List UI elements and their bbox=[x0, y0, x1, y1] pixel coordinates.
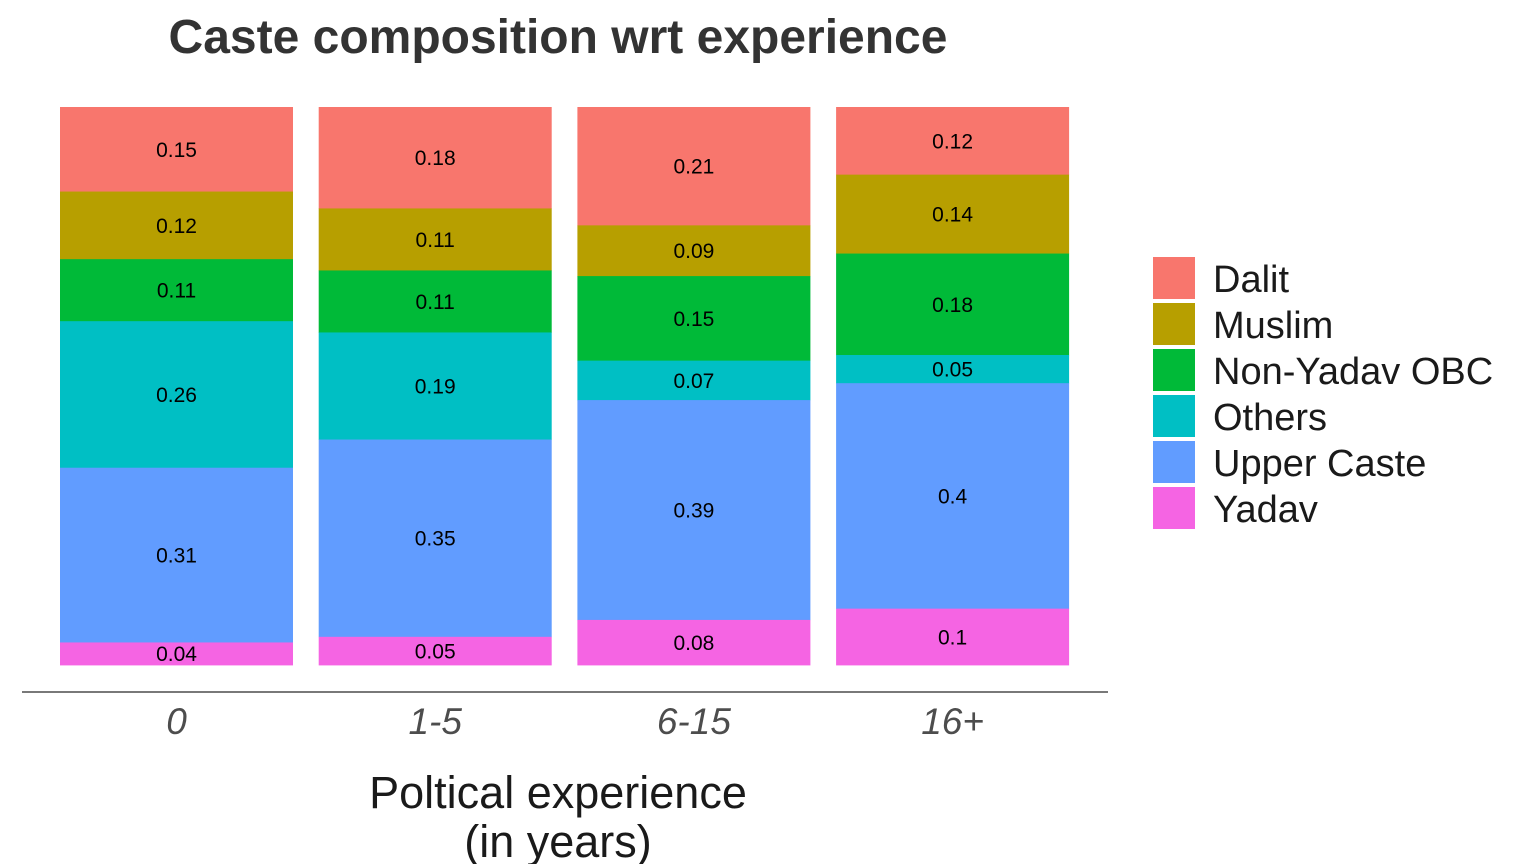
data-label: 0.21 bbox=[673, 156, 714, 179]
data-labels-layer: 0.15 0.12 0.11 0.26 0.31 0.04 0.18 0.11 0.11 0.19… bbox=[156, 130, 973, 666]
data-label: 0.18 bbox=[415, 147, 456, 170]
legend-swatch bbox=[1153, 303, 1195, 345]
legend-swatch bbox=[1153, 487, 1195, 529]
bar-segment bbox=[60, 321, 293, 469]
bar-segment bbox=[836, 253, 1070, 356]
data-label: 0.15 bbox=[673, 308, 714, 331]
x-axis-title: Poltical experience(in years) bbox=[369, 767, 747, 864]
data-label: 0.11 bbox=[157, 280, 196, 303]
legend-swatch bbox=[1153, 441, 1195, 483]
data-label: 0.26 bbox=[156, 384, 197, 407]
bar-segment bbox=[836, 608, 1070, 666]
x-axis-title-line: (in years) bbox=[464, 816, 652, 864]
data-label: 0.35 bbox=[415, 528, 456, 551]
bar-segment bbox=[318, 107, 552, 209]
data-label: 0.05 bbox=[932, 359, 973, 382]
legend-label: Dalit bbox=[1213, 259, 1289, 301]
bar-segment bbox=[60, 467, 293, 643]
bar-segment bbox=[318, 270, 552, 333]
bar-segment bbox=[318, 636, 552, 666]
bar-segment bbox=[577, 225, 811, 277]
chart-title: Caste composition wrt experience bbox=[169, 11, 948, 64]
bar-segment bbox=[60, 191, 293, 260]
data-label: 0.39 bbox=[673, 500, 714, 523]
data-label: 0.15 bbox=[156, 139, 197, 162]
bar-segment bbox=[60, 107, 293, 192]
data-label: 0.31 bbox=[156, 545, 197, 568]
bar-segment bbox=[577, 276, 811, 362]
bar-segment bbox=[577, 400, 811, 621]
data-label: 0.11 bbox=[416, 229, 455, 252]
data-label: 0.07 bbox=[673, 370, 714, 393]
bar-segment bbox=[577, 360, 811, 401]
x-tick-label: 16+ bbox=[921, 701, 984, 742]
bar-segment bbox=[60, 642, 293, 666]
data-label: 0.19 bbox=[415, 376, 456, 399]
legend-label: Yadav bbox=[1213, 489, 1318, 531]
x-tick-label: 6-15 bbox=[657, 701, 731, 742]
data-label: 0.14 bbox=[932, 204, 973, 227]
data-label: 0.11 bbox=[416, 291, 455, 314]
legend-label: Non-Yadav OBC bbox=[1213, 351, 1493, 393]
data-label: 0.09 bbox=[673, 240, 714, 263]
bar-segment bbox=[577, 107, 811, 226]
data-label: 0.08 bbox=[673, 632, 714, 655]
bar-segment bbox=[577, 619, 811, 666]
x-axis-title-line: Poltical experience bbox=[369, 767, 747, 818]
data-label: 0.1 bbox=[938, 626, 967, 649]
data-label: 0.18 bbox=[932, 294, 973, 317]
bar-segment bbox=[318, 208, 552, 271]
bar-segment bbox=[836, 383, 1070, 610]
bars-layer bbox=[60, 107, 1070, 666]
bar-segment bbox=[318, 439, 552, 638]
data-label: 0.4 bbox=[938, 485, 968, 508]
legend-swatch bbox=[1153, 395, 1195, 437]
bar-segment bbox=[318, 332, 552, 440]
bar-segment bbox=[60, 259, 293, 322]
data-label: 0.12 bbox=[932, 130, 973, 153]
legend-label: Upper Caste bbox=[1213, 443, 1426, 485]
legend-label: Muslim bbox=[1213, 305, 1333, 347]
x-tick-label: 0 bbox=[166, 701, 187, 742]
x-tick-labels: 0 1-5 6-15 16+ bbox=[166, 701, 984, 742]
data-label: 0.04 bbox=[156, 643, 197, 666]
legend-swatch bbox=[1153, 257, 1195, 299]
data-label: 0.12 bbox=[156, 215, 197, 238]
legend-swatch bbox=[1153, 349, 1195, 391]
x-tick-label: 1-5 bbox=[408, 701, 462, 742]
legend-label: Others bbox=[1213, 397, 1327, 439]
bar-segment bbox=[836, 174, 1070, 254]
bar-segment bbox=[836, 107, 1070, 176]
data-label: 0.05 bbox=[415, 640, 456, 663]
bar-segment bbox=[836, 355, 1070, 384]
